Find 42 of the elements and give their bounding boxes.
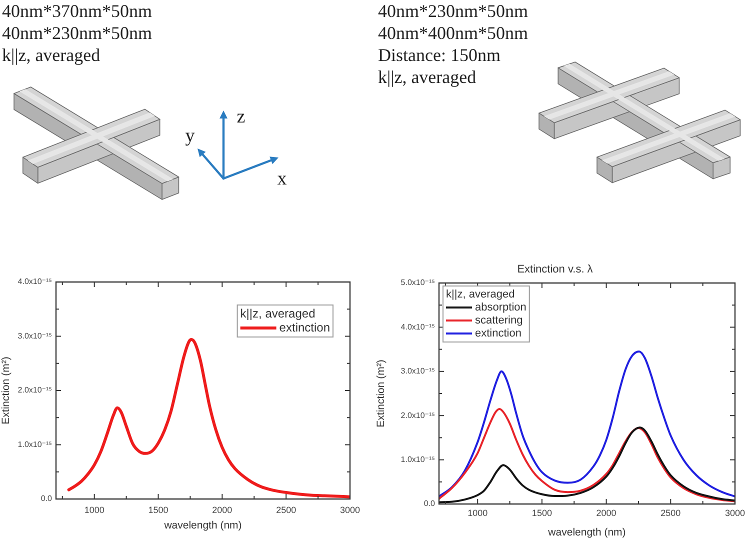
y-tick-label: 4.0x10⁻¹⁵ (18, 277, 52, 286)
x-axis-title: wavelength (nm) (547, 526, 626, 539)
y-tick-label: 5.0x10⁻¹⁵ (400, 278, 435, 288)
x-tick-label: 3000 (340, 504, 360, 515)
x-tick-label: 3000 (724, 508, 746, 518)
y-axis-title: Extinction (m²) (375, 360, 388, 428)
x-axis-title: wavelength (nm) (163, 520, 242, 532)
y-axis-title: Extinction (m²) (0, 356, 12, 424)
text: z (236, 106, 246, 128)
text: k||z, averaged (2, 44, 102, 66)
text: 40nm*370nm*50nm (2, 0, 152, 22)
legend-label: absorption (475, 302, 526, 314)
text: y (185, 126, 195, 146)
legend-title: k||z, averaged (446, 288, 515, 301)
y-tick-label: 2.0x10⁻¹⁵ (18, 386, 52, 395)
y-tick-label: 0.0 (424, 499, 436, 508)
text: 40nm*400nm*50nm (378, 22, 528, 44)
text: Distance: 150nm (378, 44, 502, 66)
y-tick-label: 3.0x10⁻¹⁵ (18, 331, 52, 340)
legend-label: extinction (279, 320, 330, 334)
text: x (277, 168, 287, 190)
text: 40nm*230nm*50nm (378, 0, 528, 22)
text: k||z, averaged (378, 66, 478, 88)
x-tick-label: 1500 (148, 504, 168, 515)
x-tick-label: 2500 (276, 504, 296, 515)
y-tick-label: 2.0x10⁻¹⁵ (400, 410, 435, 420)
x-tick-label: 2000 (596, 508, 616, 518)
x-tick-label: 2500 (660, 508, 681, 518)
legend-title: k||z, averaged (240, 306, 316, 320)
x-tick-label: 1500 (532, 508, 552, 518)
x-tick-label: 1000 (84, 504, 104, 515)
legend-label: scattering (475, 314, 523, 327)
legend-label: extinction (475, 328, 522, 340)
text: 40nm*230nm*50nm (2, 22, 152, 44)
x-tick-label: 1000 (468, 508, 488, 518)
x-tick-label: 2000 (212, 504, 232, 515)
y-tick-label: 4.0x10⁻¹⁵ (400, 322, 435, 332)
y-tick-label: 1.0x10⁻¹⁵ (18, 440, 52, 449)
y-tick-label: 1.0x10⁻¹⁵ (400, 455, 435, 464)
chart-title: Extinction v.s. λ (517, 263, 594, 276)
y-tick-label: 0.0 (40, 494, 53, 504)
y-tick-label: 3.0x10⁻¹⁵ (400, 366, 435, 376)
